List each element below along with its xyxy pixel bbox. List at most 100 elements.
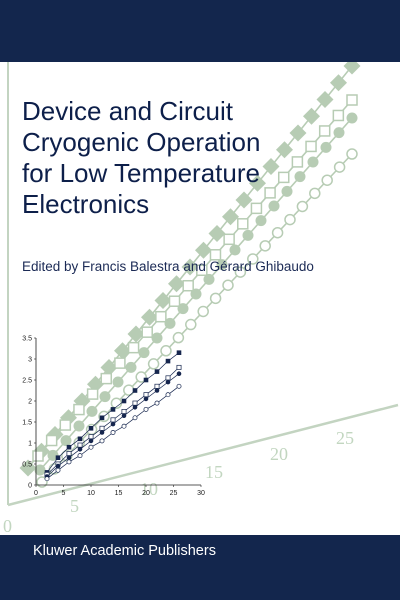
data-point-filled-square	[154, 369, 160, 374]
background-marker	[32, 450, 44, 462]
x-tick-label: 30	[197, 490, 205, 497]
background-marker	[141, 308, 158, 326]
data-point-open-circle	[88, 444, 94, 450]
background-marker	[209, 249, 222, 261]
data-point-filled-circle	[121, 413, 127, 418]
background-marker	[250, 202, 263, 215]
background-marker	[45, 434, 58, 447]
background-marker	[203, 273, 215, 285]
y-tick-label: 3.5	[22, 336, 32, 343]
background-marker	[316, 91, 334, 108]
background-marker	[305, 140, 317, 153]
background-marker	[147, 358, 160, 370]
background-marker	[164, 317, 176, 329]
background-marker	[247, 253, 259, 265]
data-point-open-square	[66, 451, 72, 456]
x-tick-label: 25	[170, 490, 178, 497]
background-marker	[264, 187, 276, 199]
data-point-filled-square	[132, 388, 138, 393]
background-marker	[235, 191, 253, 209]
x-tick-label: 20	[142, 490, 150, 497]
data-point-open-square	[121, 409, 127, 414]
title-line-3: for Low Temperature	[22, 158, 260, 188]
background-marker	[223, 233, 235, 246]
background-marker	[99, 391, 111, 403]
background-marker	[155, 310, 167, 323]
background-marker	[294, 171, 306, 183]
background-x-tick-20: 20	[270, 444, 288, 464]
background-marker	[208, 225, 226, 242]
y-tick-label: 3	[28, 357, 32, 364]
data-point-open-square	[88, 434, 94, 440]
background-marker	[255, 215, 267, 227]
background-x-tick-0: 0	[3, 516, 12, 535]
background-marker	[332, 109, 345, 122]
background-marker	[237, 218, 249, 230]
data-point-filled-square	[121, 398, 127, 404]
background-marker	[259, 240, 271, 252]
background-marker	[154, 292, 172, 309]
title-line-1: Device and Circuit	[22, 96, 233, 126]
background-marker	[138, 347, 150, 359]
data-point-open-circle	[55, 467, 61, 473]
data-point-filled-circle	[55, 463, 61, 469]
data-point-open-circle	[143, 406, 149, 412]
background-marker	[185, 318, 197, 331]
data-point-open-circle	[77, 453, 83, 459]
data-point-open-circle	[99, 438, 105, 444]
data-point-open-circle	[176, 383, 182, 389]
background-marker	[209, 292, 222, 305]
background-marker	[346, 94, 358, 106]
background-marker	[197, 305, 209, 318]
x-tick-label: 10	[87, 490, 95, 497]
background-marker	[303, 107, 320, 125]
background-marker	[168, 295, 181, 307]
data-point-filled-square	[165, 358, 171, 364]
data-point-open-square	[110, 417, 116, 423]
background-marker	[276, 141, 293, 159]
inset-chart-axes	[35, 338, 201, 486]
background-marker	[343, 62, 361, 75]
background-marker	[195, 241, 212, 259]
data-point-filled-square	[66, 444, 72, 450]
background-marker	[222, 279, 234, 291]
background-marker	[216, 259, 228, 271]
background-marker	[242, 229, 254, 241]
background-marker	[249, 174, 266, 192]
x-tick-label: 0	[34, 490, 38, 497]
data-point-filled-square	[176, 350, 182, 355]
title-line-4: Electronics	[22, 189, 150, 219]
y-tick-label: 1	[28, 441, 32, 448]
title-line-2: Cryogenic Operation	[22, 127, 261, 157]
data-point-filled-square	[55, 455, 61, 460]
data-point-filled-square	[99, 415, 105, 421]
background-marker	[234, 266, 247, 278]
background-marker	[320, 141, 332, 153]
data-point-filled-circle	[66, 455, 72, 460]
background-marker	[100, 372, 113, 385]
y-tick-label: 2	[28, 399, 32, 406]
background-x-tick-25: 25	[336, 428, 354, 448]
data-point-open-circle	[44, 476, 50, 482]
background-marker	[229, 244, 241, 256]
background-marker	[346, 112, 358, 124]
background-marker	[127, 341, 140, 354]
data-point-filled-circle	[99, 430, 105, 435]
data-point-filled-circle	[88, 438, 94, 444]
data-point-filled-circle	[77, 447, 83, 452]
background-marker	[307, 156, 319, 168]
data-point-open-circle	[110, 430, 116, 435]
x-tick-label: 15	[115, 490, 123, 497]
data-point-open-square	[165, 375, 171, 381]
data-point-open-square	[143, 392, 149, 398]
background-marker	[151, 332, 163, 344]
background-marker	[284, 213, 296, 226]
data-point-filled-circle	[143, 396, 149, 402]
background-marker	[268, 200, 280, 212]
data-point-filled-square	[88, 426, 94, 431]
data-point-open-circle	[121, 423, 127, 429]
background-marker	[36, 476, 48, 488]
background-marker	[321, 174, 333, 186]
background-marker	[346, 148, 358, 160]
